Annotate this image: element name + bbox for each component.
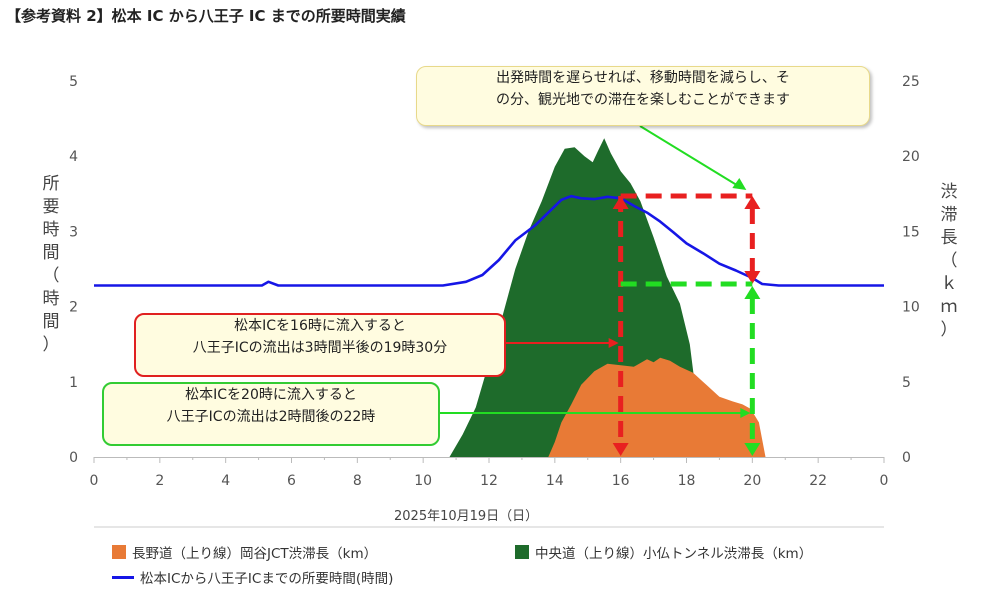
x-tick-label: 14 [546, 473, 564, 489]
x-tick-label: 12 [480, 473, 498, 489]
case16-callout-line-1: 松本ICを16時に流入すると [234, 318, 406, 334]
case20-callout-line-2: 八王子ICの流出は2時間後の22時 [166, 409, 376, 425]
right-axis-label-char: ｍ [940, 297, 958, 317]
legend-item-green: 中央道（上り線）小仏トンネル渋滞長（km） [515, 542, 812, 562]
x-tick-label: 2 [155, 473, 164, 489]
y-tick-label-right: 15 [902, 224, 920, 240]
left-axis-label-char: （ [42, 266, 60, 286]
left-axis-label-char: 間 [42, 243, 60, 263]
green-arrow-head-up [744, 286, 761, 300]
legend-label-orange: 長野道（上り線）岡谷JCT渋滞長（km） [132, 546, 378, 562]
left-axis-label-char: 間 [42, 312, 60, 332]
series-layer [94, 138, 884, 457]
x-tick-label: 20 [743, 473, 761, 489]
right-axis-label: 渋滞長 （ ｋ ｍ ） [938, 181, 960, 342]
legend-swatch-green [515, 545, 529, 559]
main-pointer-head [732, 178, 747, 190]
right-axis-label-char: （ [940, 251, 958, 271]
y-tick-label-left: 1 [69, 375, 78, 391]
case20-pointer-head [740, 408, 751, 418]
x-tick-label: 8 [353, 473, 362, 489]
red-arrow-head-up [612, 196, 629, 210]
legend-item-orange: 長野道（上り線）岡谷JCT渋滞長（km） [112, 542, 377, 562]
main-callout-line-2: の分、観光地での滞在を楽しむことができます [496, 92, 790, 108]
main-callout-line-1: 出発時間を遅らせれば、移動時間を減らし、そ [496, 70, 790, 86]
case16-callout-line-2: 八王子ICの流出は3時間半後の19時30分 [192, 340, 448, 356]
series-area-orange [548, 357, 766, 457]
y-tick-label-left: 3 [69, 224, 78, 240]
x-axis-label: 2025年10月19日（日） [394, 509, 539, 524]
case20-callout: 松本ICを20時に流入すると 八王子ICの流出は2時間後の22時 [102, 382, 440, 446]
main-pointer [639, 125, 739, 187]
right-axis-label-char: ｋ [940, 274, 958, 294]
y-tick-label-left: 0 [69, 450, 78, 466]
y-tick-label-right: 20 [902, 149, 920, 165]
red-arrow-head-down [612, 443, 629, 456]
y-tick-label-right: 0 [902, 450, 911, 466]
arrow-layer [436, 125, 761, 456]
left-axis-label-char: ） [42, 335, 60, 355]
right-axis-label-char: 渋 [940, 182, 958, 202]
legend-swatch-blue [112, 575, 134, 579]
legend-label-blue: 松本ICから八王子ICまでの所要時間(時間) [140, 571, 394, 587]
right-axis-label-char: 滞 [940, 205, 958, 225]
y-tick-label-right: 10 [902, 300, 920, 316]
x-tick-label: 10 [414, 473, 432, 489]
right-axis-label-char: ） [940, 320, 958, 340]
left-axis-label-char: 所 [42, 174, 60, 194]
series-line-blue [94, 194, 884, 287]
legend-swatch-orange [112, 545, 126, 559]
x-tick-label: 4 [221, 473, 230, 489]
left-axis-label-char: 時 [42, 220, 60, 240]
y-tick-label-left: 2 [69, 300, 78, 316]
case16-pointer-head [608, 338, 619, 348]
case16-callout: 松本ICを16時に流入すると 八王子ICの流出は3時間半後の19時30分 [134, 313, 506, 377]
red-arrow-20-head-up [744, 196, 761, 210]
left-axis-label: 所要時間（時間） [42, 173, 60, 357]
y-tick-label-right: 25 [902, 74, 920, 90]
y-tick-label-left: 5 [69, 74, 78, 90]
x-tick-label: 6 [287, 473, 296, 489]
main-callout: 出発時間を遅らせれば、移動時間を減らし、そ の分、観光地での滞在を楽しむことがで… [416, 66, 870, 126]
legend-item-blue: 松本ICから八王子ICまでの所要時間(時間) [112, 567, 393, 587]
right-axis-label-char: 長 [940, 228, 958, 248]
x-tick-label: 22 [809, 473, 827, 489]
y-tick-label-left: 4 [69, 149, 78, 165]
y-tick-label-right: 5 [902, 375, 911, 391]
x-tick-label: 0 [880, 473, 889, 489]
case20-callout-line-1: 松本ICを20時に流入すると [185, 387, 357, 403]
x-tick-label: 18 [678, 473, 696, 489]
x-tick-label: 16 [612, 473, 630, 489]
green-arrow-head-down [744, 443, 761, 456]
page-title: 【参考資料 2】松本 IC から八王子 IC までの所要時間実績 [6, 7, 406, 25]
left-axis-label-char: 時 [42, 289, 60, 309]
red-arrow-20-head-down [744, 271, 761, 285]
x-tick-label: 0 [90, 473, 99, 489]
left-axis-label-char: 要 [42, 197, 60, 217]
legend-label-green: 中央道（上り線）小仏トンネル渋滞長（km） [535, 546, 813, 562]
